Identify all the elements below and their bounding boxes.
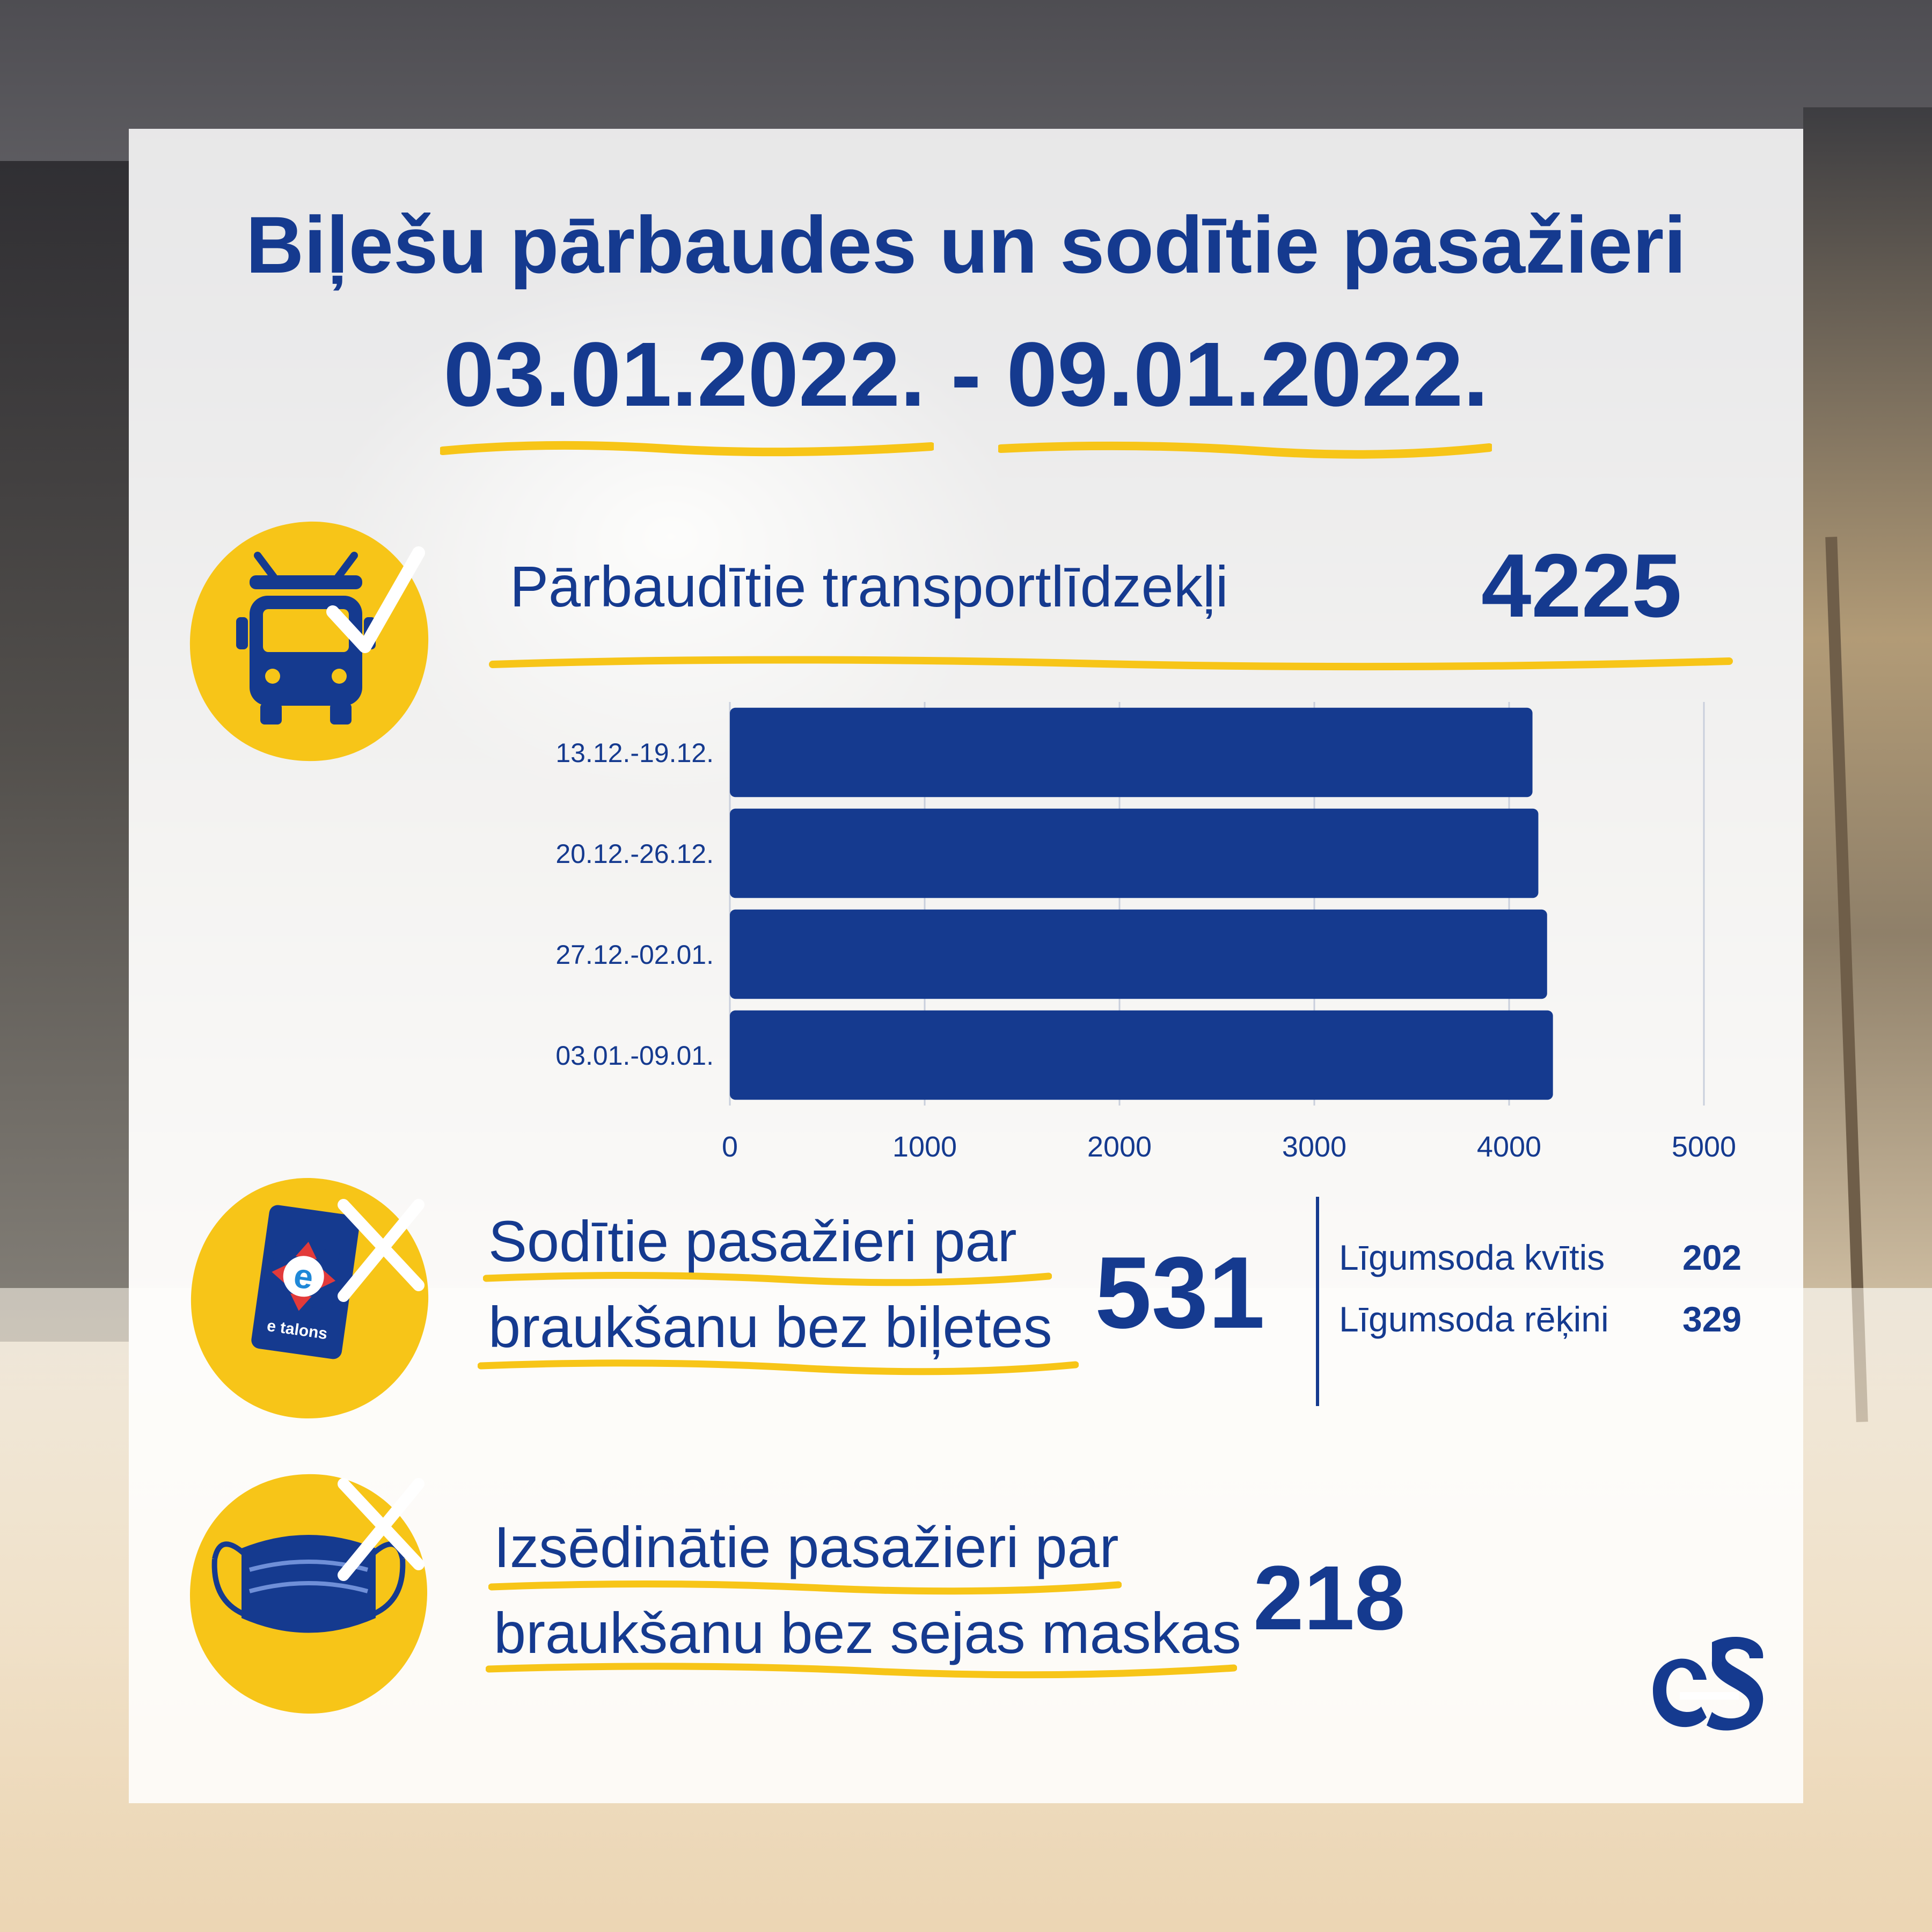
- background-trees: [0, 161, 129, 1342]
- breakdown-value-receipts: 202: [1682, 1238, 1742, 1277]
- vehicles-checked-label: Pārbaudītie transportlīdzekļi: [510, 554, 1228, 619]
- category-label: 13.12.-19.12.: [555, 738, 714, 768]
- vehicles-checked-value: 4225: [1481, 535, 1682, 636]
- period-heading: 03.01.2022. - 09.01.2022.: [0, 322, 1932, 427]
- removed-value: 218: [1253, 1547, 1406, 1649]
- trolleybus-check-icon: [189, 521, 429, 762]
- category-label: 27.12.-02.01.: [555, 940, 714, 970]
- fined-line1-underline: [483, 1271, 1052, 1286]
- category-label: 20.12.-26.12.: [555, 839, 714, 869]
- removed-label-line2: braukšanu bez sejas maskas: [494, 1600, 1241, 1665]
- breakdown-label-receipts: Līgumsoda kvītis: [1339, 1238, 1605, 1277]
- face-mask-cross-icon: [189, 1474, 428, 1714]
- bar-20.12.-26.12.: [730, 808, 1539, 898]
- rigas-satiksme-logo-icon: [1653, 1637, 1763, 1731]
- x-tick-label: 2000: [1087, 1131, 1152, 1163]
- fined-label-line2: braukšanu bez biļetes: [488, 1294, 1052, 1359]
- bar-13.12.-19.12.: [730, 707, 1533, 797]
- period-start: 03.01.2022.: [443, 324, 926, 426]
- period-end: 09.01.2022.: [1006, 324, 1489, 426]
- removed-line2-underline: [486, 1663, 1237, 1679]
- breakdown-value-invoices: 329: [1682, 1299, 1742, 1339]
- x-tick-label: 3000: [1282, 1131, 1346, 1163]
- fined-value: 531: [1095, 1236, 1265, 1350]
- vehicles-checked-underline: [489, 656, 1733, 671]
- bar-27.12.-02.01.: [730, 909, 1547, 999]
- removed-label-line1: Izsēdinātie pasažieri par: [494, 1514, 1119, 1579]
- category-label: 03.01.-09.01.: [555, 1041, 714, 1071]
- bar-03.01.-09.01.: [730, 1010, 1553, 1100]
- vehicles-checked-chart: 13.12.-19.12. 20.12.-26.12. 27.12.-02.01. 0…: [555, 702, 1736, 1163]
- page-title: Biļešu pārbaudes un sodītie pasažieri: [245, 200, 1687, 290]
- x-tick-label: 5000: [1672, 1131, 1736, 1163]
- background-building: [1803, 107, 1932, 1288]
- x-tick-label: 0: [722, 1131, 738, 1163]
- breakdown-label-invoices: Līgumsoda rēķini: [1339, 1299, 1609, 1339]
- etalons-card-cross-icon: e e talons: [191, 1177, 429, 1419]
- period-end-underline: [998, 441, 1492, 459]
- breakdown-divider: [1316, 1197, 1319, 1406]
- fined-label-line1: Sodītie pasažieri par: [488, 1209, 1017, 1274]
- x-tick-label: 1000: [892, 1131, 957, 1163]
- x-tick-label: 4000: [1477, 1131, 1541, 1163]
- period-separator: -: [950, 324, 982, 426]
- period-start-underline: [440, 441, 934, 457]
- fined-line2-underline: [478, 1359, 1079, 1375]
- removed-line1-underline: [488, 1580, 1122, 1595]
